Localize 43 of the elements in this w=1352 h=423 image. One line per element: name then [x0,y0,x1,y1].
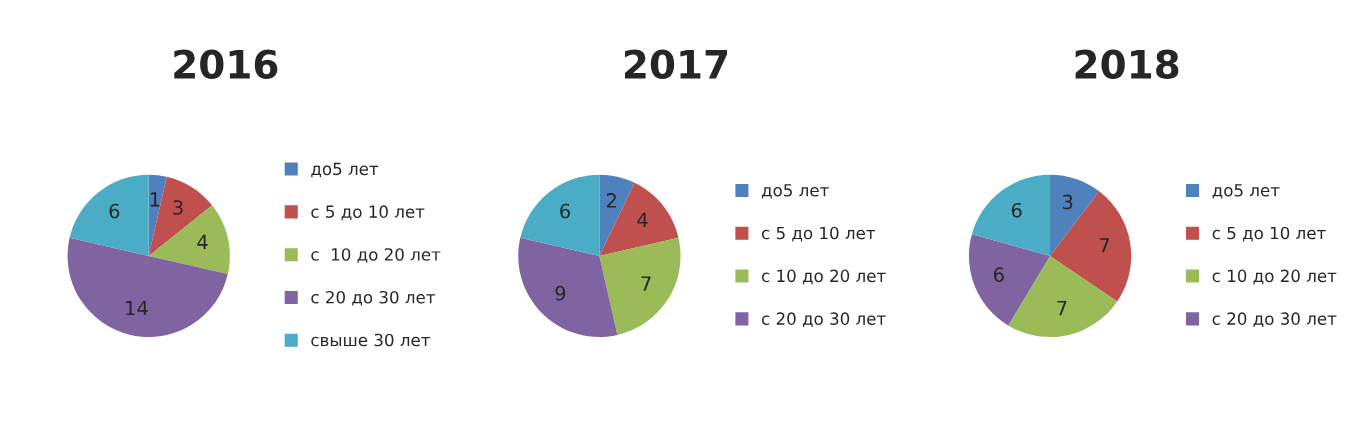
pie-slice [69,174,149,256]
data-label: 7 [641,276,651,291]
legend-label: с 20 до 30 лет [761,312,886,328]
data-label: 7 [1057,300,1067,316]
pie-slice [520,174,600,256]
legend-label: с 5 до 10 лет [311,205,425,221]
data-label: 14 [126,300,148,316]
data-label: 3 [173,200,183,215]
data-label: 9 [555,285,566,301]
pie-slice [1050,191,1132,302]
data-label: 6 [993,267,1004,282]
pie-slice [599,237,681,335]
pie-slice [599,174,635,256]
legend-label: с 20 до 30 лет [311,290,436,306]
legend-label: с 20 до 30 лет [1212,312,1337,328]
pie-slice [599,182,679,256]
pie-slice [968,234,1051,326]
legend-label: до5 лет [761,184,829,199]
data-label: 2 [606,193,616,208]
data-label: 6 [560,203,570,219]
data-label: 1 [150,192,160,207]
chart-title: 2017 [624,49,728,79]
data-label: 4 [197,234,208,250]
legend-label: до5 лет [1212,184,1280,199]
pie-slice [148,176,213,256]
legend-label: с 5 до 10 лет [1212,226,1326,242]
data-label: 4 [637,212,648,227]
pie-slice [518,237,618,338]
pie-slice [971,174,1051,256]
legend-label: с 10 до 20 лет [761,269,886,285]
data-label: 6 [1011,202,1022,218]
pie-slice [1008,255,1118,338]
legend-label: с 5 до 10 лет [761,226,876,242]
legend-label: с 10 до 20 лет [1212,269,1337,285]
chart-title: 2016 [174,49,278,79]
legend-label: до5 лет [311,162,379,178]
chart-title: 2018 [1075,49,1179,79]
data-label: 6 [109,203,120,219]
data-label: 3 [1062,194,1073,210]
legend-label: свыше 30 лет [311,333,430,347]
data-label: 7 [1099,238,1110,253]
legend-label: с 10 до 20 лет [311,248,441,263]
pie-slice [1050,174,1100,256]
